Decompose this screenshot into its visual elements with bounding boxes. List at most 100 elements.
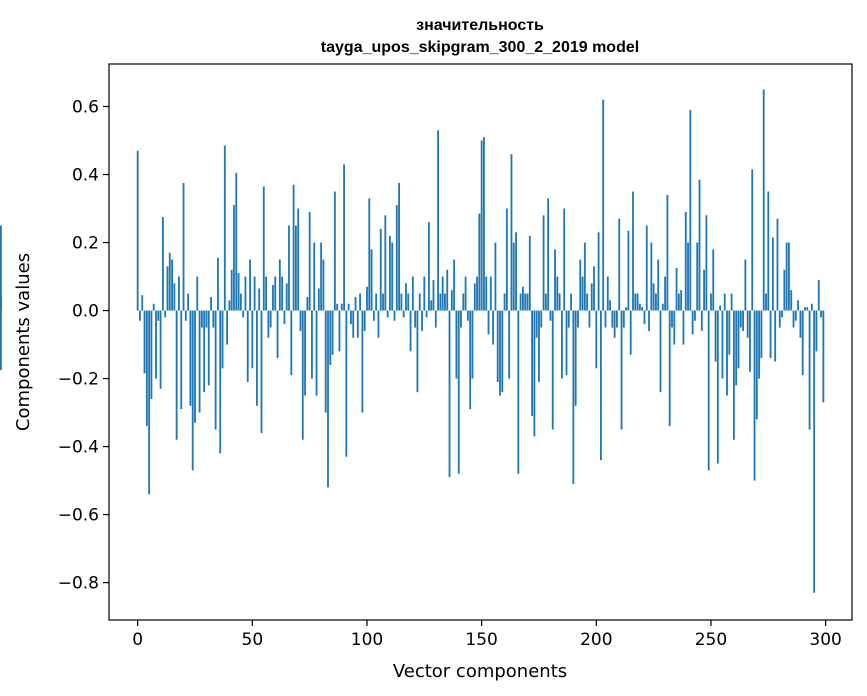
- bar-239: [684, 211, 687, 311]
- bar-188: [567, 310, 570, 328]
- bar-148: [476, 276, 478, 311]
- bar-134: [444, 293, 446, 311]
- x-axis-label: Vector components: [393, 661, 567, 682]
- bar-89: [340, 303, 343, 311]
- bar-248: [705, 215, 708, 311]
- bar-195: [583, 242, 586, 311]
- bar-48: [246, 310, 249, 382]
- bar-234: [673, 310, 676, 345]
- bar-222: [645, 225, 648, 311]
- chart-title: значительность: [416, 17, 544, 34]
- bar-25: [194, 310, 196, 423]
- x-axis-ticks: 0 50 100 150 200 250 300: [132, 620, 842, 650]
- bar-243: [694, 310, 696, 321]
- bar-277: [771, 237, 774, 311]
- bar-141: [460, 310, 462, 328]
- x-tick-label: 150: [465, 630, 497, 650]
- bar-37: [221, 310, 224, 369]
- bar-4: [145, 310, 148, 427]
- bar-201: [597, 232, 600, 311]
- bar-168: [522, 286, 524, 311]
- bar-184: [558, 293, 561, 311]
- bar-15: [171, 259, 173, 311]
- y-tick-label: 0.0: [72, 302, 99, 322]
- bar-68: [292, 184, 295, 311]
- x-tick-label: 50: [242, 630, 264, 650]
- bar-90: [343, 164, 345, 311]
- bar-218: [636, 293, 639, 311]
- bar-183: [556, 276, 559, 311]
- bar-87: [336, 303, 339, 311]
- bar-164: [512, 242, 515, 311]
- bar-5: [148, 310, 151, 495]
- bar-246: [700, 310, 703, 331]
- bar-262: [737, 310, 740, 369]
- bar-35: [217, 257, 219, 311]
- bar-208: [613, 310, 616, 338]
- bar-110: [389, 235, 391, 311]
- bar-240: [687, 242, 689, 311]
- y-tick-label: 0.4: [72, 166, 99, 186]
- bar-205: [606, 276, 609, 311]
- bar-247: [703, 269, 705, 311]
- bar-81: [322, 259, 325, 311]
- bar-142: [462, 293, 465, 311]
- bar-161: [505, 208, 508, 311]
- bar-157: [496, 310, 499, 382]
- bar-185: [560, 310, 563, 379]
- bar-36: [219, 310, 222, 454]
- bar-80: [320, 242, 323, 311]
- bar-26: [196, 276, 199, 311]
- bar-96: [356, 310, 359, 338]
- bar-233: [671, 310, 673, 328]
- bar-214: [627, 230, 630, 311]
- bar-103: [372, 310, 375, 321]
- bar-171: [528, 235, 531, 311]
- bar-238: [682, 310, 685, 345]
- bar-220: [641, 307, 644, 311]
- bar-293: [808, 310, 811, 430]
- bar-223: [648, 310, 650, 331]
- bar-176: [540, 310, 543, 328]
- bar-6: [150, 310, 153, 399]
- bar-249: [707, 310, 710, 471]
- bar-111: [391, 242, 394, 311]
- bar-16: [173, 283, 176, 311]
- bar-44: [237, 273, 240, 311]
- bar-211: [620, 310, 623, 430]
- bar-182: [554, 249, 556, 311]
- bar-226: [655, 293, 657, 311]
- bar-219: [638, 303, 641, 311]
- bar-56: [265, 276, 267, 311]
- bar-52: [255, 310, 258, 406]
- bar-34: [214, 310, 217, 430]
- bar-280: [778, 310, 781, 328]
- bar-126: [425, 310, 428, 318]
- bar-158: [499, 310, 501, 396]
- bar-139: [455, 310, 458, 379]
- bar-76: [311, 310, 313, 379]
- bar-7: [152, 303, 155, 311]
- bar-11: [161, 217, 164, 311]
- bar-42: [233, 205, 235, 311]
- bar-8: [155, 310, 157, 379]
- bar-109: [386, 310, 389, 318]
- bar-23: [189, 310, 192, 406]
- bar-193: [579, 259, 582, 311]
- bar-200: [595, 310, 598, 369]
- bar-131: [437, 130, 439, 311]
- bar-286: [792, 310, 795, 328]
- bar-204: [604, 310, 607, 328]
- bar-107: [382, 293, 384, 311]
- bar-83: [327, 310, 329, 488]
- bar-124: [421, 310, 423, 331]
- bar-212: [622, 310, 625, 328]
- chart-subtitle: tayga_upos_skipgram_300_2_2019 model: [321, 39, 639, 56]
- bar-264: [742, 310, 744, 331]
- bar-229: [661, 303, 664, 311]
- bar-117: [405, 283, 407, 311]
- bar-202: [599, 310, 602, 461]
- bar-166: [517, 310, 520, 474]
- bar-137: [450, 290, 453, 311]
